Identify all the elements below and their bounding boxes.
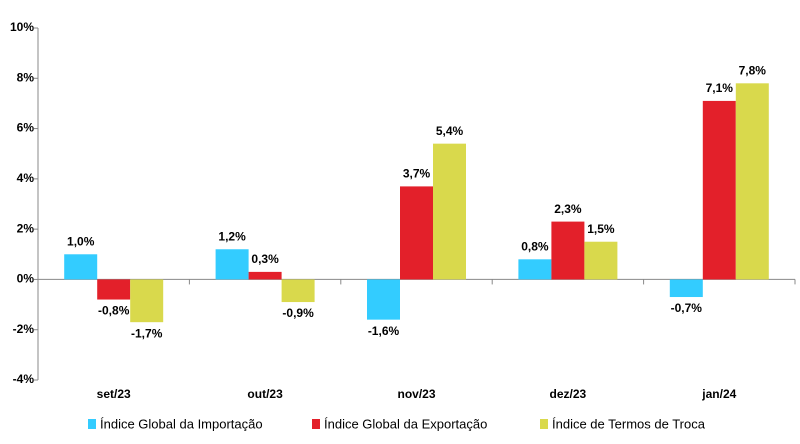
data-label: 2,3% [554,202,582,216]
x-tick-label: dez/23 [550,387,587,401]
bar [433,143,466,280]
data-label: 7,8% [739,63,767,77]
data-label: 3,7% [403,167,431,181]
legend-swatch [312,419,320,429]
bar [64,254,98,280]
bar [367,279,400,320]
bar [130,279,164,323]
data-label: 7,1% [706,81,734,95]
legend-swatch [540,419,548,429]
data-label: 1,0% [67,234,95,248]
bar [400,186,433,280]
data-label: 0,8% [521,239,549,253]
y-tick-label: 10% [10,20,34,34]
bar [248,271,282,280]
y-tick-label: 2% [17,221,35,235]
legend-swatch [88,419,96,429]
bar [518,259,552,280]
data-label: -1,7% [131,326,163,340]
y-tick-label: 8% [17,70,35,84]
legend-label: Índice Global da Importação [100,416,263,431]
data-label: -0,8% [98,304,130,318]
legend-label: Índice de Termos de Troca [552,416,706,431]
data-label: 0,3% [251,252,279,266]
x-tick-label: jan/24 [701,387,736,401]
x-tick-label: set/23 [97,387,131,401]
data-label: -0,9% [282,306,314,320]
x-tick-label: out/23 [247,387,283,401]
y-tick-label: 4% [17,171,35,185]
bar [735,83,769,280]
y-tick-label: 6% [17,121,35,135]
y-tick-label: 0% [17,272,35,286]
bar [281,279,315,303]
y-tick-label: -4% [13,372,35,386]
y-tick-label: -2% [13,322,35,336]
bar [97,279,131,300]
legend-label: Índice Global da Exportação [324,416,487,431]
data-label: -1,6% [368,324,400,338]
data-label: 1,5% [587,222,615,236]
data-label: 1,2% [218,229,246,243]
bar [669,279,703,298]
data-label: 5,4% [436,124,464,138]
bar [215,249,249,280]
bar [551,221,585,280]
bar [584,241,618,280]
bar [702,100,736,280]
x-tick-label: nov/23 [397,387,435,401]
data-label: -0,7% [671,301,703,315]
